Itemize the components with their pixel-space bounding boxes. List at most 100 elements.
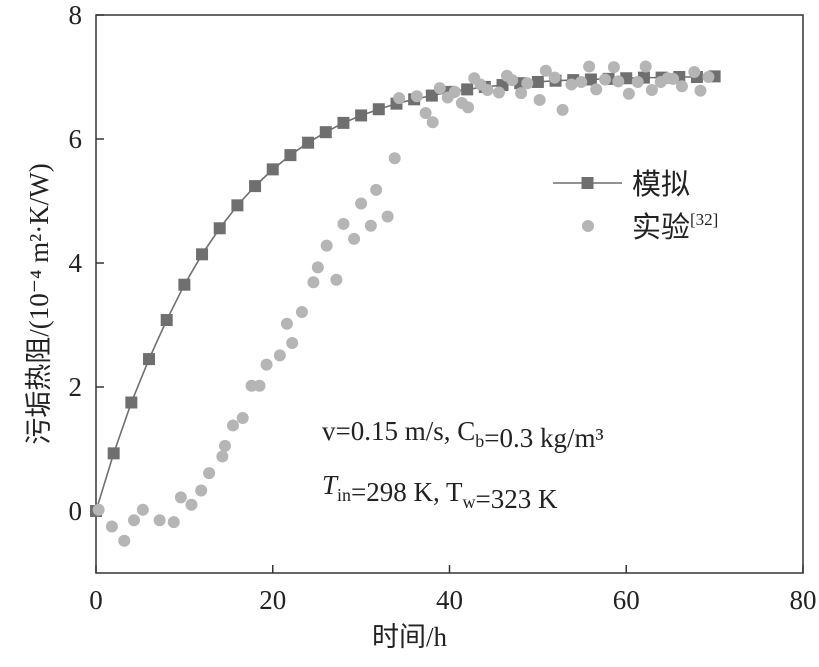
data-point-circle — [639, 60, 652, 73]
y-tick-label: 4 — [69, 248, 83, 278]
data-point-circle — [506, 74, 519, 87]
data-point-circle — [364, 219, 377, 232]
legend-circle-marker — [582, 220, 594, 232]
data-point-square — [302, 136, 315, 149]
data-point-circle — [370, 183, 383, 196]
data-point-circle — [419, 106, 432, 119]
data-point-square — [284, 149, 297, 162]
legend-square-marker — [581, 177, 594, 189]
data-point-square — [143, 353, 156, 366]
data-point-circle — [533, 93, 546, 106]
data-point-square — [584, 73, 597, 86]
data-point-circle — [590, 83, 603, 96]
x-tick-label: 40 — [436, 585, 463, 615]
data-point-square — [125, 396, 138, 409]
data-point-square — [372, 103, 385, 116]
data-point-circle — [320, 239, 333, 252]
annotation: v=0.15 m/s, Cb=0.3 kg/m³ Tin=298 K, Tw=3… — [322, 416, 604, 514]
data-point-square — [160, 314, 173, 327]
data-point-circle — [612, 75, 625, 88]
data-point-circle — [539, 64, 552, 77]
data-point-circle — [136, 503, 149, 516]
data-point-circle — [118, 534, 131, 547]
data-point-circle — [521, 77, 534, 90]
data-point-circle — [515, 87, 528, 100]
data-point-circle — [426, 116, 439, 129]
annotation-line-1: v=0.15 m/s, Cb=0.3 kg/m³ — [322, 416, 604, 453]
data-point-square — [107, 447, 120, 460]
data-point-circle — [311, 261, 324, 274]
data-point-circle — [307, 276, 320, 289]
data-point-circle — [337, 217, 350, 230]
data-point-circle — [622, 87, 635, 100]
data-point-circle — [219, 439, 232, 452]
data-point-square — [461, 83, 474, 96]
data-point-square — [355, 109, 368, 122]
data-point-circle — [492, 86, 505, 99]
data-point-circle — [381, 210, 394, 223]
y-tick-label: 6 — [69, 124, 83, 154]
data-point-circle — [702, 71, 715, 83]
data-point-circle — [631, 75, 644, 88]
legend-label-experiment: 实验[32] — [632, 210, 718, 244]
data-point-circle — [105, 520, 118, 533]
data-point-circle — [128, 514, 141, 527]
data-point-square — [425, 89, 438, 102]
data-point-circle — [607, 61, 620, 74]
data-point-circle — [253, 379, 266, 392]
data-point-circle — [575, 75, 588, 88]
data-point-circle — [295, 305, 308, 318]
data-point-circle — [694, 84, 707, 97]
data-point-circle — [226, 419, 239, 432]
data-point-square — [196, 248, 209, 261]
x-tick-label: 20 — [259, 585, 286, 615]
data-point-circle — [260, 358, 273, 371]
data-point-circle — [565, 78, 578, 91]
data-point-circle — [481, 84, 494, 97]
data-point-circle — [462, 101, 475, 114]
data-point-circle — [203, 467, 216, 480]
data-point-circle — [667, 72, 680, 85]
data-point-circle — [185, 498, 198, 511]
data-point-circle — [216, 450, 229, 463]
data-point-circle — [167, 516, 180, 529]
y-axis-label: 污垢热阻/(10⁻⁴ m²·K/W) — [24, 163, 54, 444]
x-tick-label: 0 — [89, 585, 103, 615]
data-point-square — [231, 199, 244, 212]
data-point-circle — [195, 484, 208, 497]
y-tick-label: 8 — [69, 0, 83, 30]
data-point-circle — [548, 71, 561, 84]
x-axis-label: 时间/h — [372, 622, 448, 652]
data-point-circle — [448, 85, 461, 98]
data-point-circle — [92, 503, 105, 516]
data-point-circle — [330, 273, 343, 286]
data-point-circle — [645, 84, 658, 97]
x-tick-label: 60 — [613, 585, 640, 615]
data-point-circle — [688, 66, 701, 79]
data-point-circle — [388, 152, 401, 165]
data-point-square — [531, 75, 544, 88]
data-point-circle — [410, 90, 423, 103]
data-point-circle — [433, 82, 446, 95]
data-point-circle — [348, 232, 361, 245]
annotation-line-2: Tin=298 K, Tw=323 K — [322, 470, 558, 514]
data-point-square — [178, 278, 191, 291]
y-tick-label: 0 — [69, 496, 83, 526]
data-point-square — [319, 126, 332, 139]
data-point-square — [266, 163, 279, 176]
data-point-circle — [583, 60, 596, 73]
x-tick-label: 80 — [790, 585, 817, 615]
data-point-circle — [393, 92, 406, 105]
data-point-circle — [599, 73, 612, 86]
data-point-square — [337, 116, 350, 129]
data-point-circle — [286, 336, 299, 349]
data-point-square — [249, 180, 262, 193]
data-point-circle — [273, 349, 286, 362]
data-point-square — [213, 222, 226, 235]
axes: 0 20 40 60 80 0 2 4 6 8 时间/h 污垢热阻/(10⁻⁴ m²·K/W) — [24, 0, 817, 652]
data-point-circle — [236, 412, 249, 424]
data-point-circle — [355, 197, 368, 210]
series-experiment — [92, 60, 715, 547]
